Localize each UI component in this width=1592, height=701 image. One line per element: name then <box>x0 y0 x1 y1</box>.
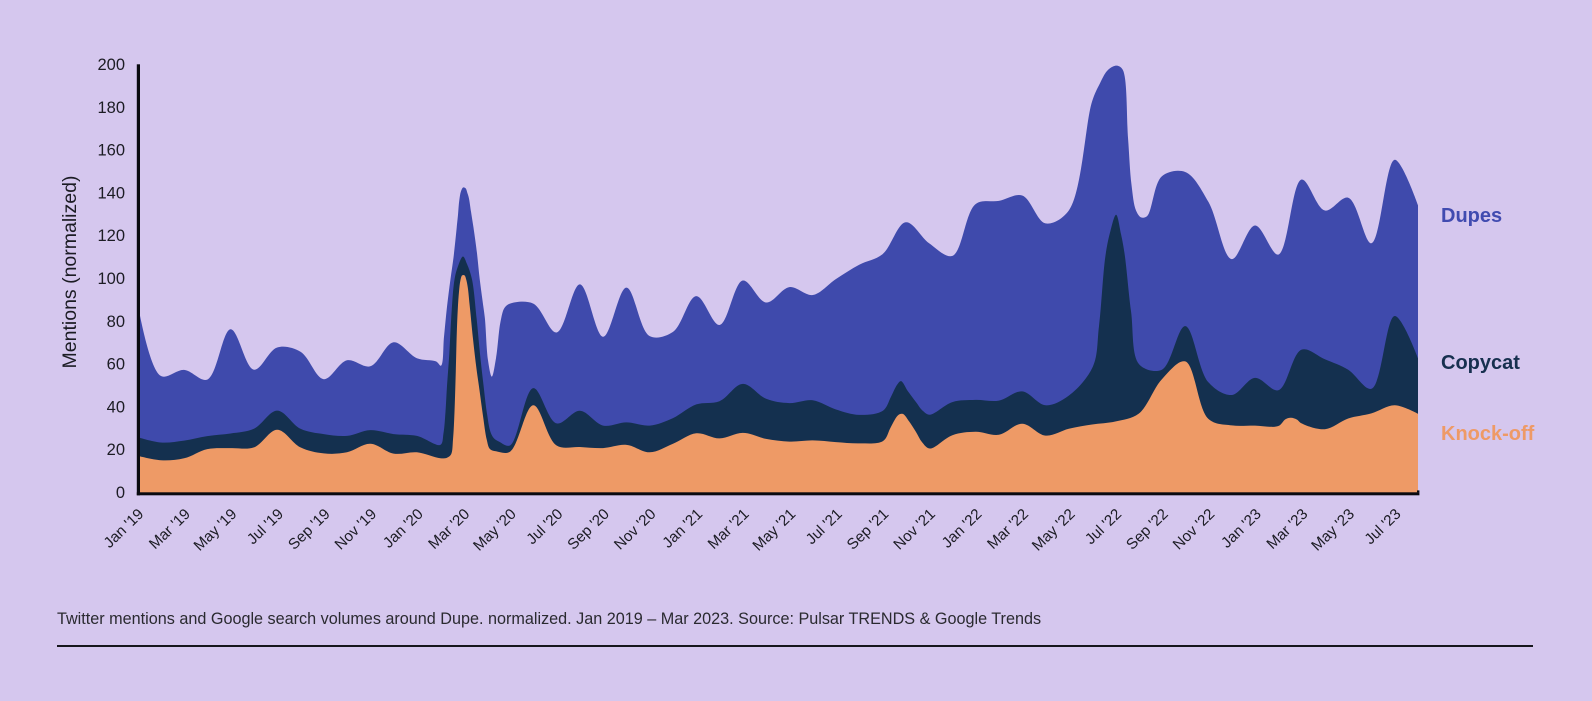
svg-text:Nov '19: Nov '19 <box>332 506 381 554</box>
svg-text:Jul '21: Jul '21 <box>803 506 846 548</box>
svg-text:Sep '21: Sep '21 <box>844 506 893 554</box>
svg-text:May '20: May '20 <box>470 506 520 555</box>
svg-text:Twitter mentions and Google se: Twitter mentions and Google search volum… <box>57 610 1041 628</box>
svg-text:May '19: May '19 <box>191 506 241 555</box>
svg-text:Sep '19: Sep '19 <box>285 506 334 554</box>
svg-text:May '22: May '22 <box>1029 506 1079 555</box>
svg-text:May '23: May '23 <box>1308 506 1358 555</box>
svg-text:0: 0 <box>116 484 125 502</box>
svg-text:Knock-off: Knock-off <box>1441 423 1535 445</box>
svg-text:Sep '22: Sep '22 <box>1123 506 1172 554</box>
svg-text:Copycat: Copycat <box>1441 352 1520 374</box>
svg-text:Jan '19: Jan '19 <box>101 506 148 552</box>
svg-text:Jan '21: Jan '21 <box>659 506 706 552</box>
svg-text:Jul '19: Jul '19 <box>244 506 287 548</box>
svg-text:Jan '22: Jan '22 <box>939 506 986 552</box>
svg-text:Mar '20: Mar '20 <box>425 506 473 553</box>
svg-text:200: 200 <box>97 56 125 74</box>
svg-text:Mar '23: Mar '23 <box>1263 506 1311 553</box>
svg-text:Mar '21: Mar '21 <box>705 506 753 553</box>
svg-text:Jul '22: Jul '22 <box>1082 506 1125 548</box>
svg-text:Jul '20: Jul '20 <box>523 506 566 548</box>
svg-text:Nov '22: Nov '22 <box>1170 506 1219 554</box>
svg-text:Jan '20: Jan '20 <box>380 506 427 552</box>
svg-text:60: 60 <box>107 356 125 374</box>
svg-text:Dupes: Dupes <box>1441 205 1502 227</box>
svg-text:Jul '23: Jul '23 <box>1361 506 1404 548</box>
svg-text:Mar '22: Mar '22 <box>984 506 1032 553</box>
svg-text:Mentions (normalized): Mentions (normalized) <box>59 176 81 369</box>
svg-text:40: 40 <box>107 398 125 416</box>
svg-text:20: 20 <box>107 441 125 459</box>
svg-text:180: 180 <box>97 99 125 117</box>
svg-text:80: 80 <box>107 313 125 331</box>
svg-text:Jan '23: Jan '23 <box>1218 506 1265 552</box>
svg-text:Nov '20: Nov '20 <box>611 506 660 554</box>
svg-text:120: 120 <box>97 227 125 245</box>
svg-text:Nov '21: Nov '21 <box>890 506 939 554</box>
svg-text:Sep '20: Sep '20 <box>564 506 613 554</box>
svg-text:140: 140 <box>97 184 125 202</box>
svg-text:Mar '19: Mar '19 <box>146 506 194 553</box>
svg-text:May '21: May '21 <box>749 506 799 555</box>
svg-text:160: 160 <box>97 142 125 160</box>
svg-text:100: 100 <box>97 270 125 288</box>
